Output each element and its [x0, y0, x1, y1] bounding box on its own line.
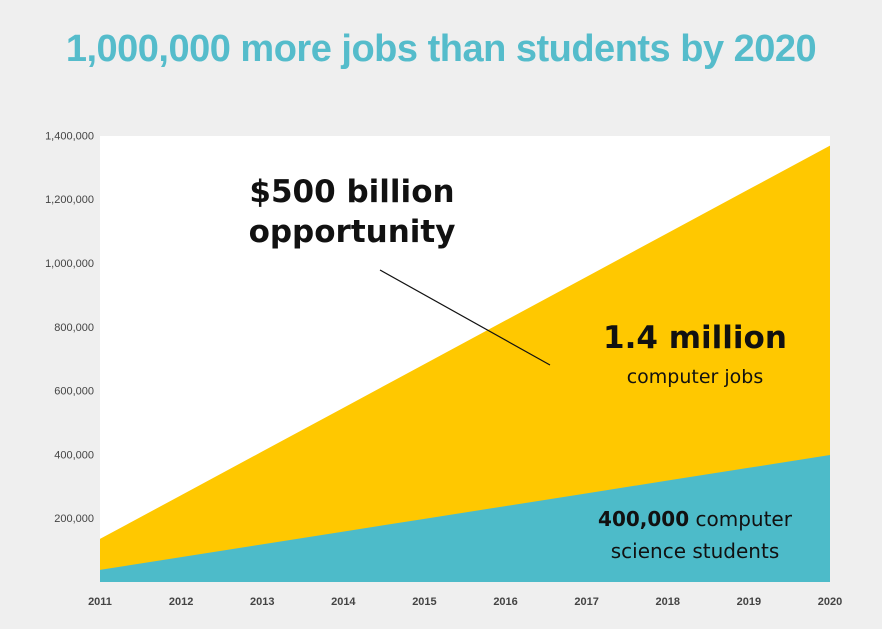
y-tick-label: 800,000	[54, 322, 94, 334]
y-tick-label: 1,400,000	[45, 130, 94, 142]
x-tick-label: 2013	[250, 596, 274, 608]
y-tick-label: 200,000	[54, 513, 94, 525]
x-tick-label: 2020	[818, 596, 842, 608]
y-axis: 200,000 400,000 600,000 800,000 1,000,000 1,2…	[45, 130, 94, 525]
x-axis: 2011 2012 2013 2014 2015 2016 2017 2018 2019 2020	[88, 596, 842, 608]
chart-areas	[100, 145, 830, 582]
opportunity-annotation: $500 billion opportunity	[222, 172, 482, 252]
annotation-leader-line	[379, 269, 551, 366]
x-tick-label: 2018	[656, 596, 680, 608]
y-tick-label: 400,000	[54, 449, 94, 461]
y-tick-label: 1,200,000	[45, 194, 94, 206]
jobs-annotation-main: 1.4 million	[603, 320, 787, 356]
series-area-computer-science-students	[100, 455, 830, 582]
students-annotation-rest-1: computer	[695, 507, 792, 531]
opportunity-line-1: $500 billion	[249, 174, 455, 210]
x-tick-label: 2016	[493, 596, 517, 608]
y-tick-label: 600,000	[54, 386, 94, 398]
x-tick-label: 2014	[331, 596, 356, 608]
students-annotation: 400,000 computer science students	[565, 503, 825, 567]
chart-title: 1,000,000 more jobs than students by 202…	[65, 28, 817, 70]
x-tick-label: 2019	[737, 596, 761, 608]
opportunity-line-2: opportunity	[248, 214, 456, 250]
students-annotation-bold: 400,000	[598, 507, 690, 531]
x-tick-label: 2017	[574, 596, 598, 608]
x-tick-label: 2011	[88, 596, 112, 608]
y-tick-label: 1,000,000	[45, 258, 94, 270]
series-area-computer-jobs	[100, 145, 830, 582]
students-annotation-rest-2: science students	[610, 539, 780, 563]
x-tick-label: 2012	[169, 596, 193, 608]
jobs-annotation-sub: computer jobs	[626, 366, 764, 388]
x-tick-label: 2015	[412, 596, 436, 608]
